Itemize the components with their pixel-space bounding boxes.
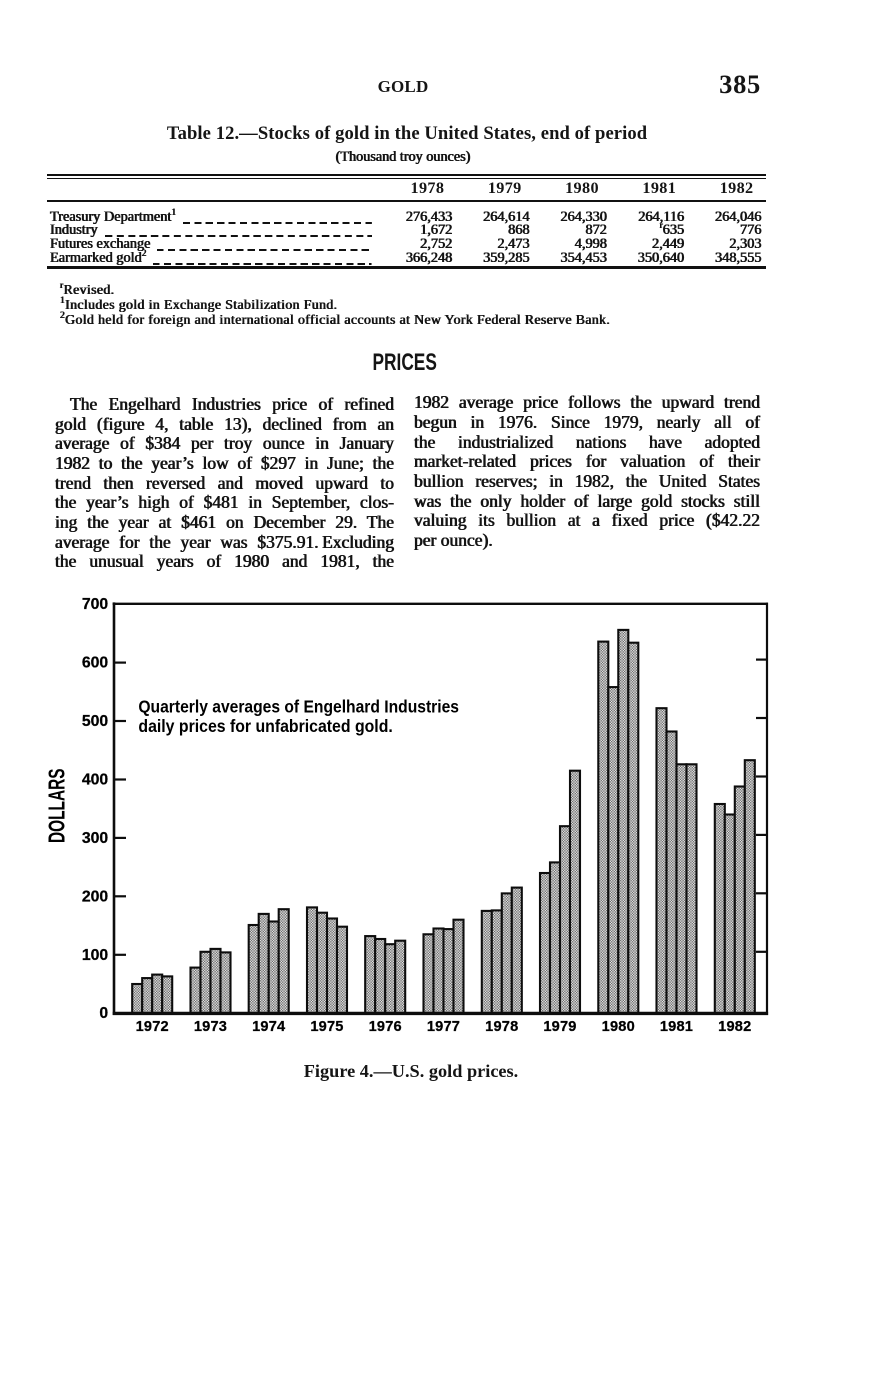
svg-text:300: 300	[82, 830, 109, 847]
svg-text:1982: 1982	[718, 1019, 751, 1035]
svg-text:1978: 1978	[485, 1019, 518, 1035]
svg-text:100: 100	[82, 947, 109, 964]
svg-text:1980: 1980	[602, 1019, 635, 1035]
svg-text:700: 700	[82, 596, 109, 613]
svg-text:daily prices for unfabricated: daily prices for unfabricated gold.	[138, 716, 392, 736]
svg-text:1974: 1974	[252, 1019, 286, 1035]
svg-text:1977: 1977	[427, 1019, 460, 1035]
svg-text:DOLLARS: DOLLARS	[44, 769, 70, 844]
svg-text:Quarterly averages of Engelhar: Quarterly averages of Engelhard Industri…	[138, 696, 459, 716]
svg-text:400: 400	[82, 772, 109, 789]
svg-text:200: 200	[82, 888, 109, 905]
svg-text:0: 0	[99, 1005, 108, 1022]
svg-text:600: 600	[82, 655, 109, 672]
svg-text:1975: 1975	[310, 1019, 343, 1035]
svg-text:1976: 1976	[369, 1019, 402, 1035]
svg-text:1973: 1973	[194, 1019, 227, 1035]
svg-text:1979: 1979	[543, 1019, 576, 1035]
svg-text:1972: 1972	[136, 1019, 169, 1035]
svg-text:500: 500	[82, 713, 109, 730]
svg-text:1981: 1981	[660, 1019, 693, 1035]
